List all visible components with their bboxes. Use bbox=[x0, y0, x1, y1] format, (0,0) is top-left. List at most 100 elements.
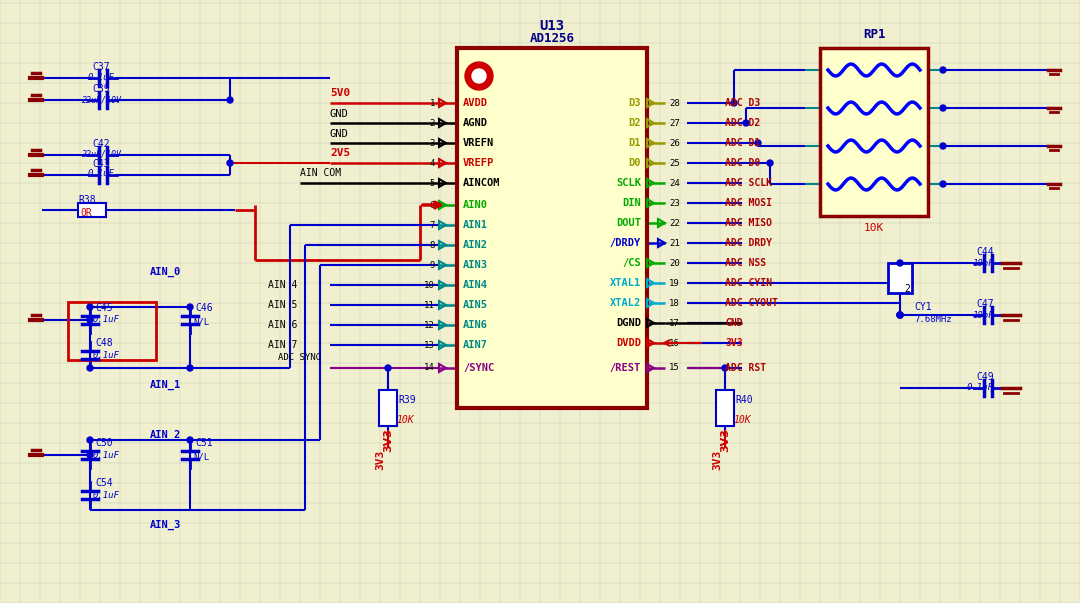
Circle shape bbox=[897, 312, 903, 318]
Text: DIN: DIN bbox=[622, 198, 642, 208]
Text: C45: C45 bbox=[95, 303, 112, 313]
Text: 2V5: 2V5 bbox=[330, 148, 350, 158]
Text: AIN0: AIN0 bbox=[463, 200, 488, 210]
Text: AIN_3: AIN_3 bbox=[150, 520, 181, 530]
Text: C43: C43 bbox=[92, 159, 110, 169]
Text: VREFN: VREFN bbox=[463, 138, 495, 148]
Text: ADC D1: ADC D1 bbox=[725, 138, 760, 148]
Circle shape bbox=[897, 312, 903, 318]
Text: 26: 26 bbox=[669, 139, 679, 148]
Text: AIN 4: AIN 4 bbox=[268, 280, 297, 290]
Text: 0.1uF: 0.1uF bbox=[967, 384, 994, 393]
Text: 3V3: 3V3 bbox=[720, 428, 730, 452]
Circle shape bbox=[187, 365, 193, 371]
Circle shape bbox=[227, 160, 233, 166]
Text: 0.1uF: 0.1uF bbox=[93, 352, 120, 361]
Text: AIN_2: AIN_2 bbox=[150, 430, 181, 440]
Text: AIN4: AIN4 bbox=[463, 280, 488, 290]
Text: 17: 17 bbox=[669, 318, 679, 327]
Text: 10K: 10K bbox=[864, 223, 885, 233]
Text: D3: D3 bbox=[629, 98, 642, 108]
Text: D2: D2 bbox=[629, 118, 642, 128]
Text: AIN1: AIN1 bbox=[463, 220, 488, 230]
Text: R40: R40 bbox=[735, 395, 753, 405]
Text: AIN 5: AIN 5 bbox=[268, 300, 297, 310]
Bar bbox=[68, 302, 156, 360]
Text: 3V3: 3V3 bbox=[375, 450, 384, 470]
Circle shape bbox=[767, 160, 773, 166]
Text: GND: GND bbox=[330, 129, 349, 139]
Text: AIN COM: AIN COM bbox=[300, 168, 341, 178]
Text: C46: C46 bbox=[195, 303, 213, 313]
Text: 2: 2 bbox=[904, 284, 909, 294]
Text: U13: U13 bbox=[539, 19, 565, 33]
Text: AIN2: AIN2 bbox=[463, 240, 488, 250]
Text: ADC D2: ADC D2 bbox=[725, 118, 760, 128]
Circle shape bbox=[227, 97, 233, 103]
Text: XTAL1: XTAL1 bbox=[610, 278, 642, 288]
Text: 18: 18 bbox=[669, 298, 679, 308]
Text: DVDD: DVDD bbox=[616, 338, 642, 348]
Text: 7.68MHz: 7.68MHz bbox=[914, 315, 951, 324]
Text: 2: 2 bbox=[430, 119, 435, 127]
Text: AD1256: AD1256 bbox=[529, 31, 575, 45]
Circle shape bbox=[87, 452, 93, 458]
Text: C48: C48 bbox=[95, 338, 112, 348]
Circle shape bbox=[187, 304, 193, 310]
Text: 0.1uF: 0.1uF bbox=[93, 450, 120, 459]
Text: 5: 5 bbox=[430, 178, 435, 188]
Text: 0.1uF: 0.1uF bbox=[93, 491, 120, 500]
Text: C42: C42 bbox=[92, 139, 110, 149]
Text: ADC SCLK: ADC SCLK bbox=[725, 178, 772, 188]
Text: AIN7: AIN7 bbox=[463, 340, 488, 350]
Text: 22uF/10V: 22uF/10V bbox=[82, 150, 122, 159]
Text: C37: C37 bbox=[92, 62, 110, 72]
Text: 0R: 0R bbox=[80, 208, 92, 218]
Text: 18pF: 18pF bbox=[972, 259, 994, 268]
Text: AIN 6: AIN 6 bbox=[268, 320, 297, 330]
Text: D1: D1 bbox=[629, 138, 642, 148]
Text: C47: C47 bbox=[976, 299, 994, 309]
Text: 22: 22 bbox=[669, 218, 679, 227]
Text: C51: C51 bbox=[195, 438, 213, 448]
Text: 24: 24 bbox=[669, 178, 679, 188]
Text: RP1: RP1 bbox=[863, 28, 886, 40]
Text: ADC CYOUT: ADC CYOUT bbox=[725, 298, 778, 308]
Bar bbox=[379, 390, 397, 426]
Text: 10K: 10K bbox=[396, 415, 414, 425]
Circle shape bbox=[87, 304, 93, 310]
Text: 12: 12 bbox=[424, 321, 435, 329]
Text: 3V3: 3V3 bbox=[725, 338, 743, 348]
Text: 13: 13 bbox=[424, 341, 435, 350]
Text: N/L: N/L bbox=[193, 318, 210, 326]
Text: R38: R38 bbox=[78, 195, 96, 205]
Text: ADC MOSI: ADC MOSI bbox=[725, 198, 772, 208]
Circle shape bbox=[87, 437, 93, 443]
Text: 27: 27 bbox=[669, 119, 679, 127]
Bar bbox=[716, 390, 734, 426]
Text: ADC NSS: ADC NSS bbox=[725, 258, 766, 268]
Circle shape bbox=[723, 365, 728, 371]
Text: ADC RST: ADC RST bbox=[725, 363, 766, 373]
Circle shape bbox=[743, 120, 750, 126]
Text: CY1: CY1 bbox=[914, 302, 932, 312]
Text: C39: C39 bbox=[92, 84, 110, 94]
Text: DOUT: DOUT bbox=[616, 218, 642, 228]
Bar bbox=[820, 48, 928, 216]
Text: C44: C44 bbox=[976, 247, 994, 257]
Text: 0.1uF: 0.1uF bbox=[87, 74, 114, 83]
Text: 21: 21 bbox=[669, 239, 679, 247]
Text: 19: 19 bbox=[669, 279, 679, 288]
Text: D0: D0 bbox=[629, 158, 642, 168]
Text: VREFP: VREFP bbox=[463, 158, 495, 168]
Text: 28: 28 bbox=[669, 98, 679, 107]
Text: 3: 3 bbox=[430, 139, 435, 148]
Circle shape bbox=[384, 365, 391, 371]
Text: 3V3: 3V3 bbox=[712, 450, 723, 470]
Text: ADC SYNC: ADC SYNC bbox=[278, 353, 321, 362]
Text: 9: 9 bbox=[430, 260, 435, 270]
Text: 25: 25 bbox=[669, 159, 679, 168]
Circle shape bbox=[940, 67, 946, 73]
Text: 0.1uF: 0.1uF bbox=[93, 315, 120, 324]
Text: AGND: AGND bbox=[463, 118, 488, 128]
